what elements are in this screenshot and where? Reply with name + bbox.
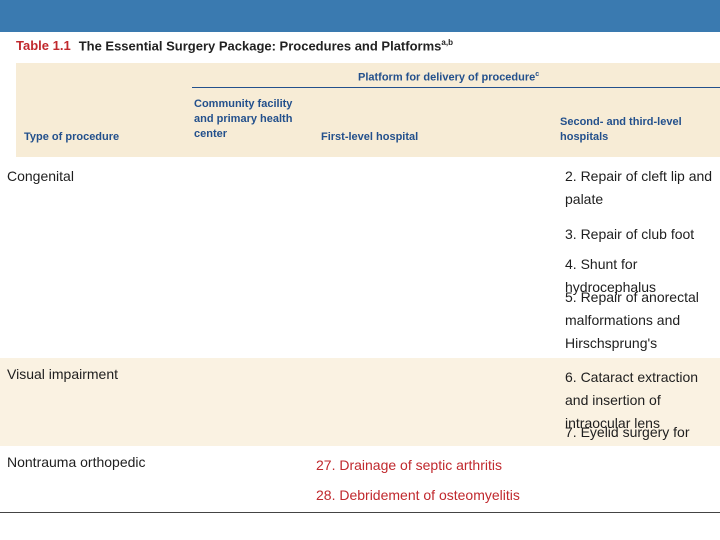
column-header-first-level: First-level hospital bbox=[321, 131, 419, 143]
procedure-item: 6. Cataract extraction and insertion of … bbox=[565, 369, 699, 431]
header-divider bbox=[192, 87, 720, 88]
top-banner bbox=[0, 0, 720, 32]
row-label: Visual impairment bbox=[7, 366, 119, 382]
platform-header-text: Platform for delivery of procedure bbox=[358, 71, 536, 84]
procedure-item: 3. Repair of club foot bbox=[565, 226, 695, 242]
procedure-item: 4. Shunt for hydrocephalus bbox=[565, 256, 657, 295]
table-row-nontrauma-orthopedic: Nontrauma orthopedic 27. Drainage of sep… bbox=[0, 446, 720, 513]
row-label: Nontrauma orthopedic bbox=[7, 454, 146, 470]
row-label: Congenital bbox=[7, 168, 74, 184]
procedure-item: 28. Debridement of osteomyelitis bbox=[316, 487, 520, 503]
table-row-visual-impairment: Visual impairment 6. Cataract extraction… bbox=[0, 358, 720, 463]
column-header-type: Type of procedure bbox=[24, 131, 120, 143]
table-title-text: The Essential Surgery Package: Procedure… bbox=[78, 38, 442, 54]
column-header-second-level: Second- and third-level hospitals bbox=[560, 116, 682, 143]
platform-header-superscript: c bbox=[535, 71, 540, 78]
platform-header: Platform for delivery of procedurec bbox=[358, 71, 539, 84]
procedure-item: 2. Repair of cleft lip and palate bbox=[565, 168, 713, 207]
table-row-congenital: Congenital 2. Repair of cleft lip and pa… bbox=[0, 160, 720, 374]
table-title-superscript: a,b bbox=[441, 38, 453, 47]
table-number: Table 1.1 bbox=[16, 38, 71, 54]
procedure-item: 27. Drainage of septic arthritis bbox=[316, 457, 502, 473]
table-title: Table 1.1 The Essential Surgery Package: … bbox=[16, 38, 453, 53]
table-header: Platform for delivery of procedurec Type… bbox=[16, 63, 720, 157]
column-header-community: Community facility and primary health ce… bbox=[194, 98, 293, 140]
